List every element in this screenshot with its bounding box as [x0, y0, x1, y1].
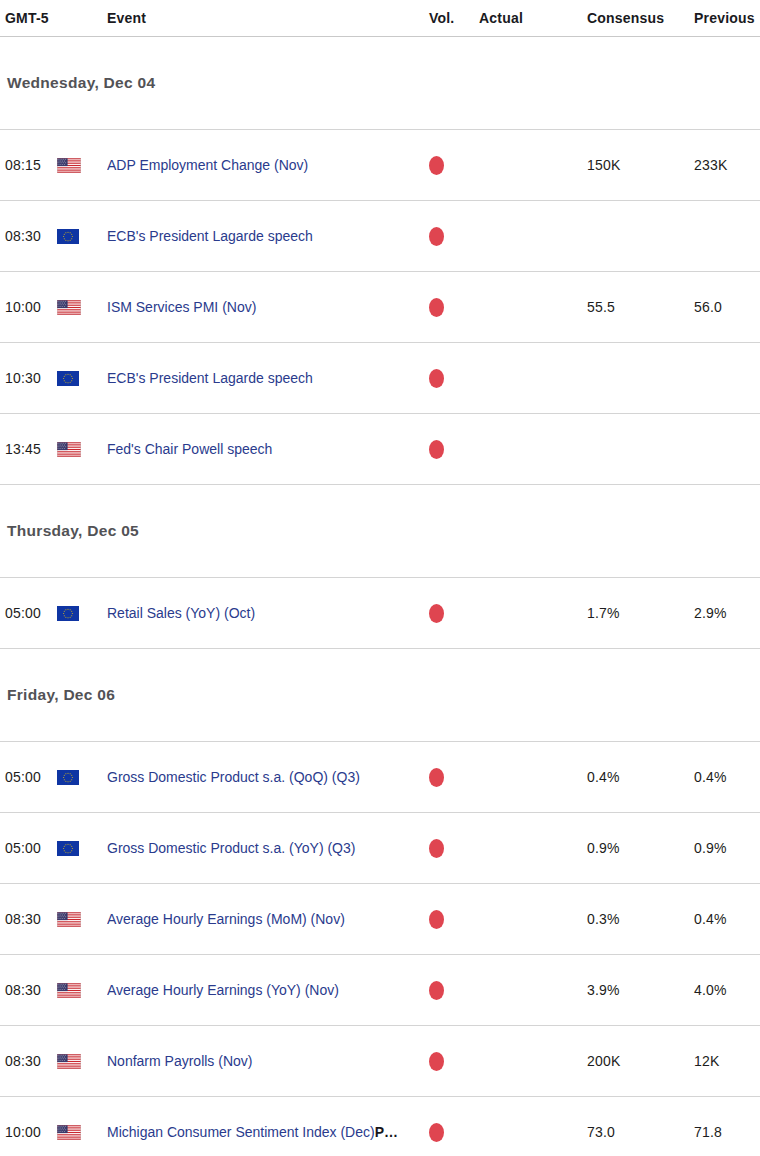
- consensus-value: 200K: [587, 1053, 694, 1069]
- eu-flag-icon: [57, 841, 79, 856]
- event-row: 13:45 Fed's Chair Powell speech: [0, 414, 760, 485]
- time-cell: 08:30: [0, 911, 57, 927]
- event-link[interactable]: ADP Employment Change (Nov): [107, 157, 308, 173]
- previous-value: 0.9%: [694, 840, 760, 856]
- volatility-dot-icon: [429, 1052, 444, 1071]
- event-link[interactable]: ECB's President Lagarde speech: [107, 228, 313, 244]
- event-link[interactable]: Average Hourly Earnings (MoM) (Nov): [107, 911, 345, 927]
- volatility-dot-icon: [429, 1123, 444, 1142]
- consensus-value: 0.3%: [587, 911, 694, 927]
- event-link[interactable]: ISM Services PMI (Nov): [107, 299, 256, 315]
- time-cell: 10:30: [0, 370, 57, 386]
- calendar-header-row: GMT-5 Event Vol. Actual Consensus Previo…: [0, 0, 760, 37]
- event-link[interactable]: Nonfarm Payrolls (Nov): [107, 1053, 252, 1069]
- volatility-dot-icon: [429, 440, 444, 459]
- event-link[interactable]: Retail Sales (YoY) (Oct): [107, 605, 255, 621]
- time-cell: 05:00: [0, 769, 57, 785]
- day-section-header: Thursday, Dec 05: [0, 485, 760, 578]
- column-header-previous: Previous: [694, 10, 760, 26]
- event-link[interactable]: Fed's Chair Powell speech: [107, 441, 272, 457]
- eu-flag-icon: [57, 371, 79, 386]
- time-cell: 13:45: [0, 441, 57, 457]
- us-flag-icon: [57, 300, 81, 315]
- event-row: 08:30 Average Hourly Earnings (YoY) (Nov…: [0, 955, 760, 1026]
- event-row: 08:30 Nonfarm Payrolls (Nov) 200K 12K: [0, 1026, 760, 1097]
- volatility-dot-icon: [429, 298, 444, 317]
- volatility-dot-icon: [429, 839, 444, 858]
- day-section-header: Wednesday, Dec 04: [0, 37, 760, 130]
- previous-value: 71.8: [694, 1124, 760, 1140]
- consensus-value: 1.7%: [587, 605, 694, 621]
- consensus-value: 0.9%: [587, 840, 694, 856]
- previous-value: 56.0: [694, 299, 760, 315]
- event-link[interactable]: Average Hourly Earnings (YoY) (Nov): [107, 982, 339, 998]
- event-row: 05:00 Retail Sales (YoY) (Oct) 1.7% 2.9%: [0, 578, 760, 649]
- time-cell: 10:00: [0, 299, 57, 315]
- event-link[interactable]: Michigan Consumer Sentiment Index (Dec): [107, 1124, 375, 1140]
- eu-flag-icon: [57, 770, 79, 785]
- volatility-dot-icon: [429, 156, 444, 175]
- column-header-gmt: GMT-5: [0, 10, 57, 26]
- event-row: 05:00 Gross Domestic Product s.a. (QoQ) …: [0, 742, 760, 813]
- eu-flag-icon: [57, 606, 79, 621]
- time-cell: 08:30: [0, 228, 57, 244]
- previous-value: 4.0%: [694, 982, 760, 998]
- us-flag-icon: [57, 442, 81, 457]
- us-flag-icon: [57, 1125, 81, 1140]
- previous-value: 12K: [694, 1053, 760, 1069]
- us-flag-icon: [57, 912, 81, 927]
- time-cell: 08:15: [0, 157, 57, 173]
- event-link[interactable]: Gross Domestic Product s.a. (YoY) (Q3): [107, 840, 355, 856]
- previous-value: 0.4%: [694, 769, 760, 785]
- event-row: 08:30 Average Hourly Earnings (MoM) (Nov…: [0, 884, 760, 955]
- volatility-dot-icon: [429, 227, 444, 246]
- eu-flag-icon: [57, 229, 79, 244]
- us-flag-icon: [57, 983, 81, 998]
- volatility-dot-icon: [429, 981, 444, 1000]
- event-row: 10:30 ECB's President Lagarde speech: [0, 343, 760, 414]
- consensus-value: 55.5: [587, 299, 694, 315]
- us-flag-icon: [57, 1054, 81, 1069]
- previous-value: 2.9%: [694, 605, 760, 621]
- consensus-value: 3.9%: [587, 982, 694, 998]
- consensus-value: 150K: [587, 157, 694, 173]
- column-header-consensus: Consensus: [587, 10, 694, 26]
- previous-value: 0.4%: [694, 911, 760, 927]
- volatility-dot-icon: [429, 604, 444, 623]
- consensus-value: 0.4%: [587, 769, 694, 785]
- day-section-header: Friday, Dec 06: [0, 649, 760, 742]
- event-suffix: P…: [375, 1124, 398, 1140]
- event-row: 10:00 ISM Services PMI (Nov) 55.5 56.0: [0, 272, 760, 343]
- previous-value: 233K: [694, 157, 760, 173]
- event-row: 08:15 ADP Employment Change (Nov) 150K 2…: [0, 130, 760, 201]
- event-link[interactable]: ECB's President Lagarde speech: [107, 370, 313, 386]
- event-row: 05:00 Gross Domestic Product s.a. (YoY) …: [0, 813, 760, 884]
- column-header-event: Event: [107, 10, 429, 26]
- time-cell: 05:00: [0, 605, 57, 621]
- volatility-dot-icon: [429, 768, 444, 787]
- time-cell: 10:00: [0, 1124, 57, 1140]
- event-row: 10:00 Michigan Consumer Sentiment Index …: [0, 1097, 760, 1156]
- column-header-vol: Vol.: [429, 10, 479, 26]
- consensus-value: 73.0: [587, 1124, 694, 1140]
- event-link[interactable]: Gross Domestic Product s.a. (QoQ) (Q3): [107, 769, 360, 785]
- time-cell: 08:30: [0, 1053, 57, 1069]
- volatility-dot-icon: [429, 910, 444, 929]
- economic-calendar: GMT-5 Event Vol. Actual Consensus Previo…: [0, 0, 760, 1156]
- time-cell: 05:00: [0, 840, 57, 856]
- volatility-dot-icon: [429, 369, 444, 388]
- column-header-actual: Actual: [479, 10, 587, 26]
- time-cell: 08:30: [0, 982, 57, 998]
- event-row: 08:30 ECB's President Lagarde speech: [0, 201, 760, 272]
- us-flag-icon: [57, 158, 81, 173]
